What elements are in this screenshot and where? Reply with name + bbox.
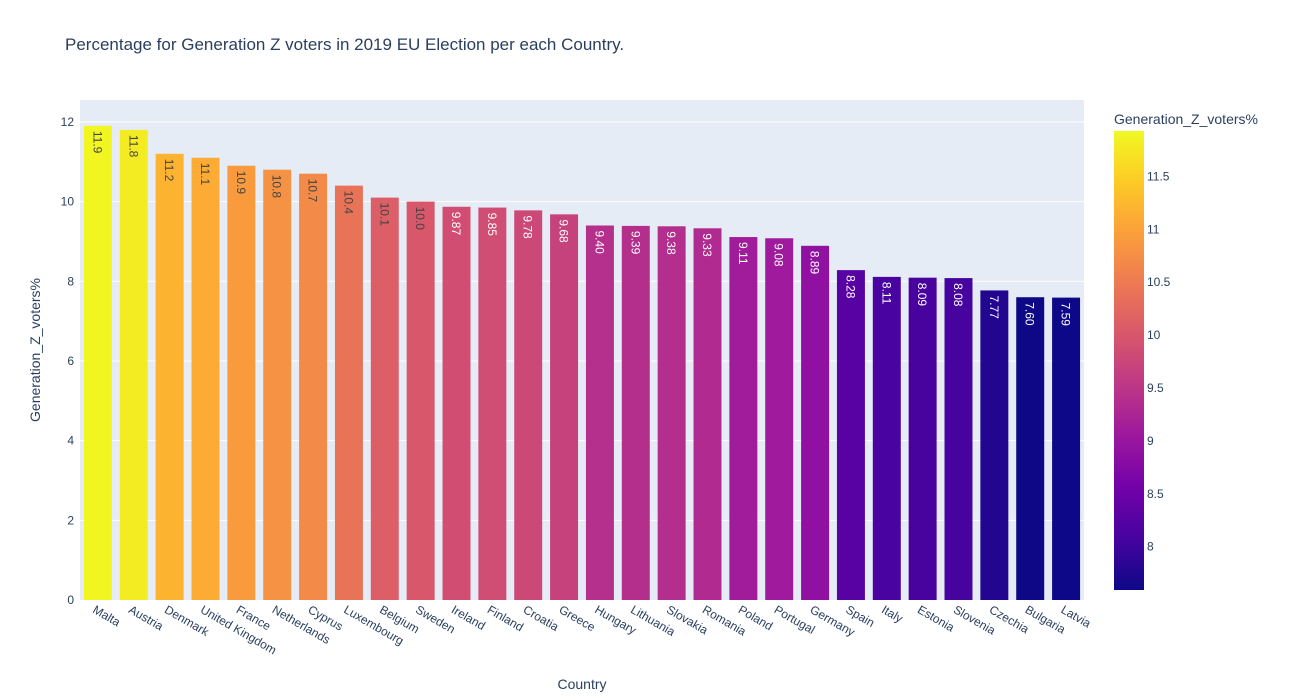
data-label: 8.28 <box>843 275 857 299</box>
data-label: 9.11 <box>736 242 750 265</box>
data-label: 11.1 <box>198 163 212 186</box>
bar <box>263 169 292 600</box>
bar <box>765 238 794 600</box>
x-tick-label: Estonia <box>915 602 957 634</box>
bar <box>872 276 901 600</box>
colorbar-tick-label: 9.5 <box>1147 381 1164 395</box>
bar <box>908 277 937 600</box>
data-label: 8.09 <box>915 283 929 307</box>
data-label: 7.59 <box>1059 303 1073 327</box>
data-label: 10.7 <box>306 179 320 203</box>
data-label: 9.38 <box>664 231 678 255</box>
colorbar-ticks: 8 8.5 9 9.5 10 10.5 11 11.5 <box>1147 169 1171 553</box>
colorbar-tick-label: 8 <box>1147 540 1154 554</box>
data-label: 11.8 <box>126 135 140 158</box>
data-label: 10.1 <box>377 203 391 227</box>
data-label: 10.4 <box>341 191 355 215</box>
x-tick-label: Bulgaria <box>1023 602 1068 636</box>
y-tick-label: 8 <box>67 274 74 288</box>
colorbar-tick-label: 11.5 <box>1147 169 1170 183</box>
bar <box>693 228 722 600</box>
bar <box>155 153 184 601</box>
y-tick-label: 12 <box>61 115 75 129</box>
x-tick-label: Sweden <box>413 602 458 636</box>
chart-title: Percentage for Generation Z voters in 20… <box>65 35 624 54</box>
bar <box>550 214 579 600</box>
colorbar-tick-label: 8.5 <box>1147 487 1164 501</box>
y-tick-label: 10 <box>61 195 75 209</box>
y-tick-label: 0 <box>67 593 74 607</box>
bar <box>1052 297 1081 600</box>
bar <box>657 226 686 601</box>
y-tick-label: 4 <box>67 434 74 448</box>
bar <box>514 210 543 600</box>
bar <box>801 245 830 601</box>
bar <box>370 197 399 600</box>
bar <box>83 125 112 600</box>
data-label: 10.0 <box>413 207 427 231</box>
data-label: 7.77 <box>987 295 1001 319</box>
data-label: 8.08 <box>951 283 965 307</box>
x-tick-label: Croatia <box>521 602 562 634</box>
bar <box>299 173 328 600</box>
bar <box>334 185 363 601</box>
bar <box>980 290 1009 600</box>
x-axis-title: Country <box>557 676 606 692</box>
y-axis-ticks: 0 2 4 6 8 10 12 <box>61 115 75 607</box>
data-label: 9.40 <box>592 230 606 254</box>
bar <box>406 201 435 600</box>
bar <box>227 165 256 600</box>
x-tick-label: Greece <box>557 602 598 634</box>
data-label: 9.78 <box>521 215 535 239</box>
data-label: 8.89 <box>808 251 822 275</box>
bar <box>836 270 865 600</box>
data-label: 7.60 <box>1023 302 1037 326</box>
bars <box>83 125 1081 601</box>
bar <box>191 157 220 600</box>
bar <box>729 237 758 600</box>
bar <box>621 225 650 600</box>
x-tick-label: Finland <box>485 602 526 634</box>
bar <box>585 225 614 601</box>
colorbar-tick-label: 9 <box>1147 434 1154 448</box>
bar-labels: 11.9 11.8 11.2 11.1 10.9 10.8 10.7 10.4 10.1 10.0… <box>90 131 1072 326</box>
y-tick-label: 6 <box>67 354 74 368</box>
colorbar-title: Generation_Z_voters% <box>1114 111 1258 127</box>
data-label: 9.39 <box>628 231 642 255</box>
data-label: 9.33 <box>700 233 714 257</box>
colorbar <box>1114 131 1144 590</box>
colorbar-tick-label: 10 <box>1147 328 1161 342</box>
colorbar-tick-label: 11 <box>1147 222 1160 236</box>
bar <box>119 129 148 600</box>
data-label: 9.87 <box>449 212 463 236</box>
data-label: 11.2 <box>162 159 176 182</box>
data-label: 9.68 <box>557 219 571 243</box>
y-tick-label: 2 <box>67 513 74 527</box>
data-label: 11.9 <box>90 131 104 154</box>
bar <box>944 278 973 600</box>
data-label: 9.85 <box>485 213 499 237</box>
bar <box>1016 297 1045 600</box>
data-label: 8.11 <box>879 282 893 305</box>
bar <box>478 207 507 601</box>
bar <box>442 206 471 601</box>
data-label: 10.9 <box>234 171 248 195</box>
colorbar-tick-label: 10.5 <box>1147 275 1171 289</box>
data-label: 9.08 <box>772 243 786 267</box>
x-tick-label: Malta <box>90 602 123 629</box>
y-axis-title: Generation_Z_voters% <box>27 278 43 422</box>
data-label: 10.8 <box>270 175 284 199</box>
x-tick-label: Austria <box>126 602 166 633</box>
x-tick-label: Italy <box>879 602 905 625</box>
